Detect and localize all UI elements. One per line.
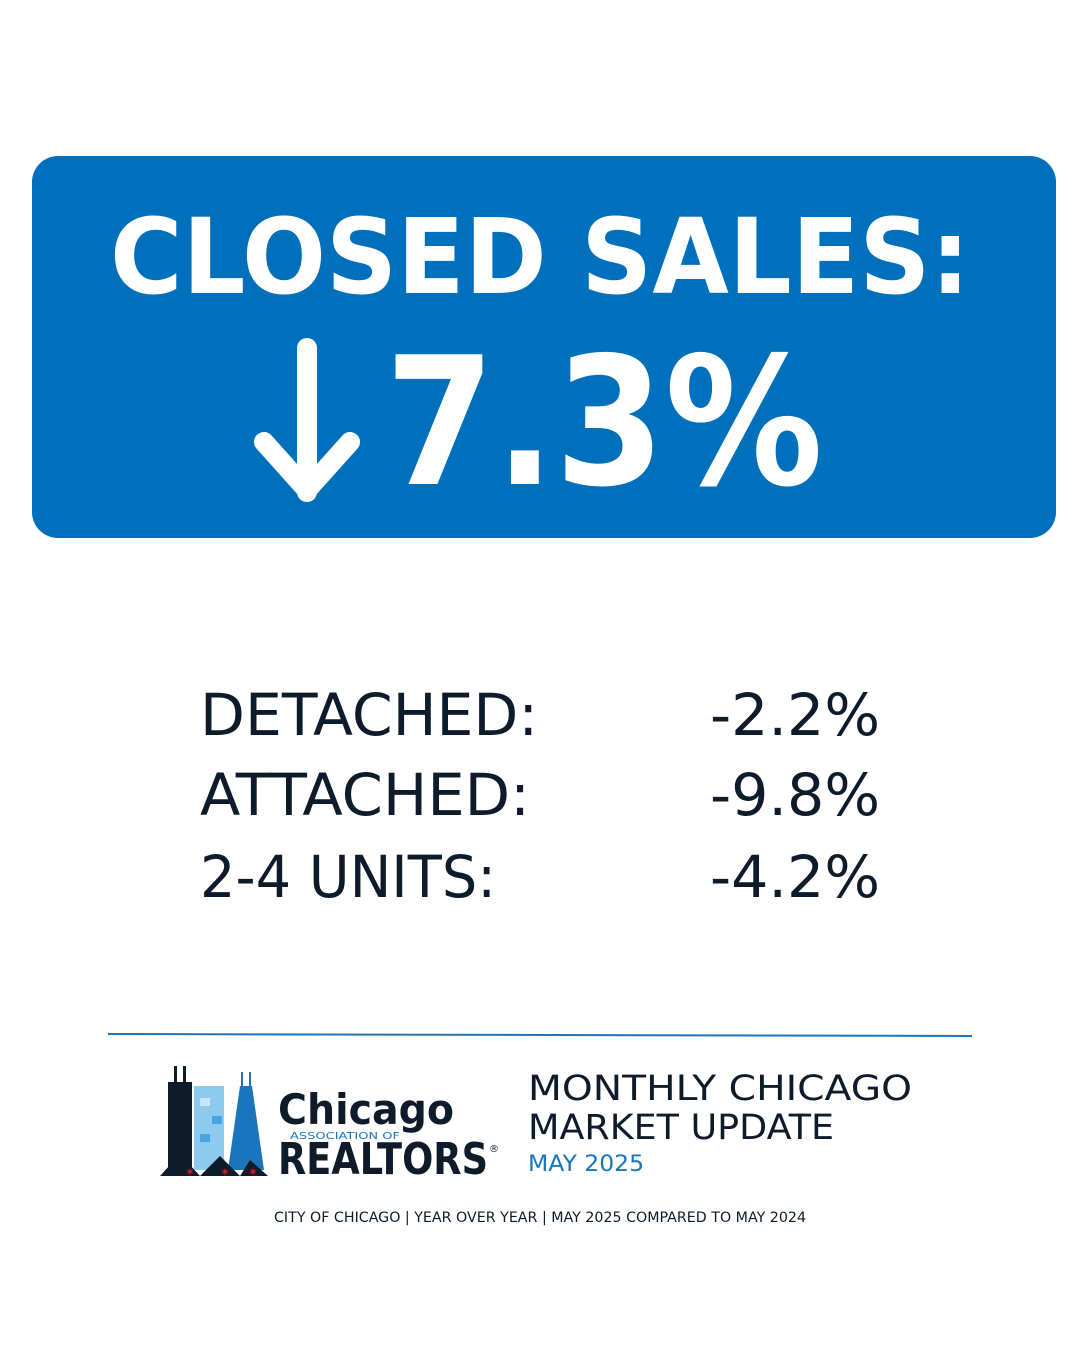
row-label: ATTACHED:: [200, 761, 530, 829]
logo-name: Chicago: [278, 1085, 454, 1134]
svg-text:✶: ✶: [185, 1165, 195, 1179]
row-label: 2-4 UNITS:: [200, 843, 496, 911]
footer-note: CITY OF CHICAGO | YEAR OVER YEAR | MAY 2…: [274, 1210, 806, 1226]
update-line: MONTHLY CHICAGO: [528, 1069, 912, 1109]
row-label: DETACHED:: [200, 681, 538, 749]
divider: [107, 1033, 973, 1037]
row-value: -9.8%: [710, 761, 880, 829]
svg-text:✶: ✶: [220, 1165, 230, 1179]
update-date: MAY 2025: [528, 1152, 644, 1177]
down-arrow: [254, 338, 360, 502]
row-value: -2.2%: [710, 681, 880, 749]
logo-association: ASSOCIATION OF: [290, 1131, 400, 1142]
svg-text:✶: ✶: [248, 1165, 258, 1179]
headline-change: 7.3%: [385, 319, 823, 526]
logo-mark: ®: [489, 1144, 499, 1155]
row-value: -4.2%: [710, 843, 880, 911]
headline-box: [32, 156, 1056, 538]
logo-org: REALTORS: [278, 1134, 488, 1185]
skyline-logo: ✶ ✶ ✶: [160, 1066, 268, 1179]
update-line: MARKET UPDATE: [528, 1108, 834, 1148]
headline-title: CLOSED SALES:: [110, 196, 970, 318]
